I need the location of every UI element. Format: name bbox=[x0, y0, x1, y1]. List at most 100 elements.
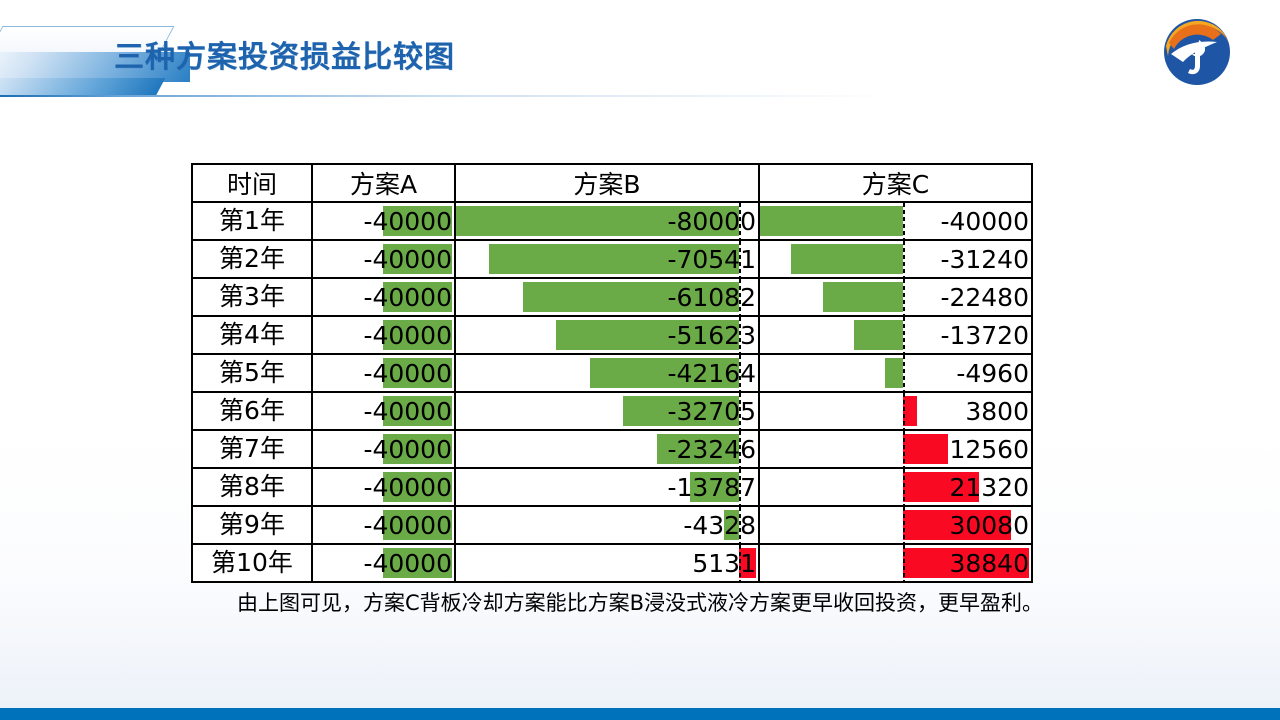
row-label: 第4年 bbox=[219, 320, 285, 349]
value-bar bbox=[853, 320, 903, 350]
value-label: -42164 bbox=[667, 358, 756, 388]
col-header-plan-c: 方案C bbox=[758, 163, 1033, 203]
value-bar bbox=[903, 472, 980, 502]
value-label: -22480 bbox=[940, 282, 1029, 312]
zero-axis-line bbox=[903, 470, 905, 504]
comparison-table-wrapper: 时间 方案A 方案B 方案C 第1年 -40000 -80000 -40000 第2年 -… bbox=[191, 163, 1033, 583]
col-header-time: 时间 bbox=[191, 163, 313, 203]
data-bar-cell-plan-c: -13720 bbox=[758, 315, 1033, 355]
page-title: 三种方案投资损益比较图 bbox=[114, 40, 455, 75]
table-row: 第7年 -40000 -23246 12560 bbox=[191, 429, 1033, 469]
value-bar bbox=[903, 396, 917, 426]
value-label: -40000 bbox=[363, 396, 452, 426]
value-label: 5131 bbox=[692, 548, 756, 578]
value-label: -40000 bbox=[940, 206, 1029, 236]
value-label: -23246 bbox=[667, 434, 756, 464]
value-bar bbox=[885, 358, 903, 388]
row-label-cell: 第1年 bbox=[191, 201, 313, 241]
value-bar bbox=[382, 396, 452, 426]
value-bar bbox=[382, 434, 452, 464]
slide-caption: 由上图可见，方案C背板冷却方案能比方案B浸没式液冷方案更早收回投资，更早盈利。 bbox=[236, 591, 1044, 615]
row-label-cell: 第7年 bbox=[191, 429, 313, 469]
table-row: 第6年 -40000 -32705 3800 bbox=[191, 391, 1033, 431]
header-divider bbox=[0, 95, 1280, 97]
zero-axis-line bbox=[739, 432, 741, 466]
zero-axis-line bbox=[739, 470, 741, 504]
data-bar-cell-plan-c: -40000 bbox=[758, 201, 1033, 241]
table-row: 第2年 -40000 -70541 -31240 bbox=[191, 239, 1033, 279]
value-bar bbox=[903, 510, 1011, 540]
data-bar-cell-plan-a: -40000 bbox=[311, 391, 456, 431]
data-bar-cell-plan-b: -42164 bbox=[454, 353, 760, 393]
value-label: -32705 bbox=[667, 396, 756, 426]
zero-axis-line bbox=[903, 204, 905, 238]
row-label: 第8年 bbox=[219, 472, 285, 501]
value-label: -40000 bbox=[363, 548, 452, 578]
value-label: -40000 bbox=[363, 510, 452, 540]
row-label: 第3年 bbox=[219, 282, 285, 311]
value-bar bbox=[382, 244, 452, 274]
value-label: 38840 bbox=[949, 548, 1029, 578]
value-bar bbox=[623, 396, 739, 426]
data-bar-cell-plan-c: -4960 bbox=[758, 353, 1033, 393]
value-label: -40000 bbox=[363, 358, 452, 388]
row-label-cell: 第8年 bbox=[191, 467, 313, 507]
value-bar bbox=[382, 320, 452, 350]
zero-axis-line bbox=[903, 508, 905, 542]
data-bar-cell-plan-b: -70541 bbox=[454, 239, 760, 279]
zero-axis-line bbox=[739, 242, 741, 276]
value-label: -40000 bbox=[363, 320, 452, 350]
zero-axis-line bbox=[903, 356, 905, 390]
table-row: 第10年 -40000 5131 38840 bbox=[191, 543, 1033, 583]
data-bar-cell-plan-a: -40000 bbox=[311, 353, 456, 393]
zero-axis-line bbox=[739, 394, 741, 428]
row-label-cell: 第3年 bbox=[191, 277, 313, 317]
data-bar-cell-plan-c: 38840 bbox=[758, 543, 1033, 583]
value-bar bbox=[690, 472, 739, 502]
table-row: 第4年 -40000 -51623 -13720 bbox=[191, 315, 1033, 355]
table-body: 第1年 -40000 -80000 -40000 第2年 -40000 -70541 -312… bbox=[191, 201, 1033, 583]
table-row: 第1年 -40000 -80000 -40000 bbox=[191, 201, 1033, 241]
zero-axis-line bbox=[903, 280, 905, 314]
value-bar bbox=[761, 206, 903, 236]
value-bar bbox=[382, 472, 452, 502]
data-bar-cell-plan-a: -40000 bbox=[311, 201, 456, 241]
value-bar bbox=[556, 320, 739, 350]
table-row: 第5年 -40000 -42164 -4960 bbox=[191, 353, 1033, 393]
value-bar bbox=[656, 434, 739, 464]
value-label: -4328 bbox=[683, 510, 756, 540]
value-label: 21320 bbox=[949, 472, 1029, 502]
value-bar bbox=[903, 548, 1029, 578]
row-label: 第1年 bbox=[219, 206, 285, 235]
value-bar bbox=[903, 434, 948, 464]
data-bar-cell-plan-a: -40000 bbox=[311, 505, 456, 545]
value-bar bbox=[822, 282, 903, 312]
value-bar bbox=[522, 282, 739, 312]
data-bar-cell-plan-c: 30080 bbox=[758, 505, 1033, 545]
value-label: 30080 bbox=[949, 510, 1029, 540]
data-bar-cell-plan-c: 12560 bbox=[758, 429, 1033, 469]
zero-axis-line bbox=[903, 318, 905, 352]
value-bar bbox=[723, 510, 739, 540]
data-bar-cell-plan-c: -22480 bbox=[758, 277, 1033, 317]
data-bar-cell-plan-b: -32705 bbox=[454, 391, 760, 431]
row-label: 第7年 bbox=[219, 434, 285, 463]
value-bar bbox=[382, 358, 452, 388]
row-label: 第9年 bbox=[219, 510, 285, 539]
data-bar-cell-plan-b: -51623 bbox=[454, 315, 760, 355]
row-label-cell: 第10年 bbox=[191, 543, 313, 583]
zero-axis-line bbox=[903, 242, 905, 276]
data-bar-cell-plan-b: -13787 bbox=[454, 467, 760, 507]
value-label: -13720 bbox=[940, 320, 1029, 350]
value-bar bbox=[382, 206, 452, 236]
footer-bar bbox=[0, 708, 1280, 720]
data-bar-cell-plan-a: -40000 bbox=[311, 467, 456, 507]
zero-axis-line bbox=[903, 546, 905, 580]
data-bar-cell-plan-b: -23246 bbox=[454, 429, 760, 469]
table-row: 第9年 -40000 -4328 30080 bbox=[191, 505, 1033, 545]
col-header-plan-a: 方案A bbox=[311, 163, 456, 203]
comparison-table: 时间 方案A 方案B 方案C 第1年 -40000 -80000 -40000 第2年 -… bbox=[191, 163, 1033, 583]
data-bar-cell-plan-b: -61082 bbox=[454, 277, 760, 317]
data-bar-cell-plan-a: -40000 bbox=[311, 277, 456, 317]
